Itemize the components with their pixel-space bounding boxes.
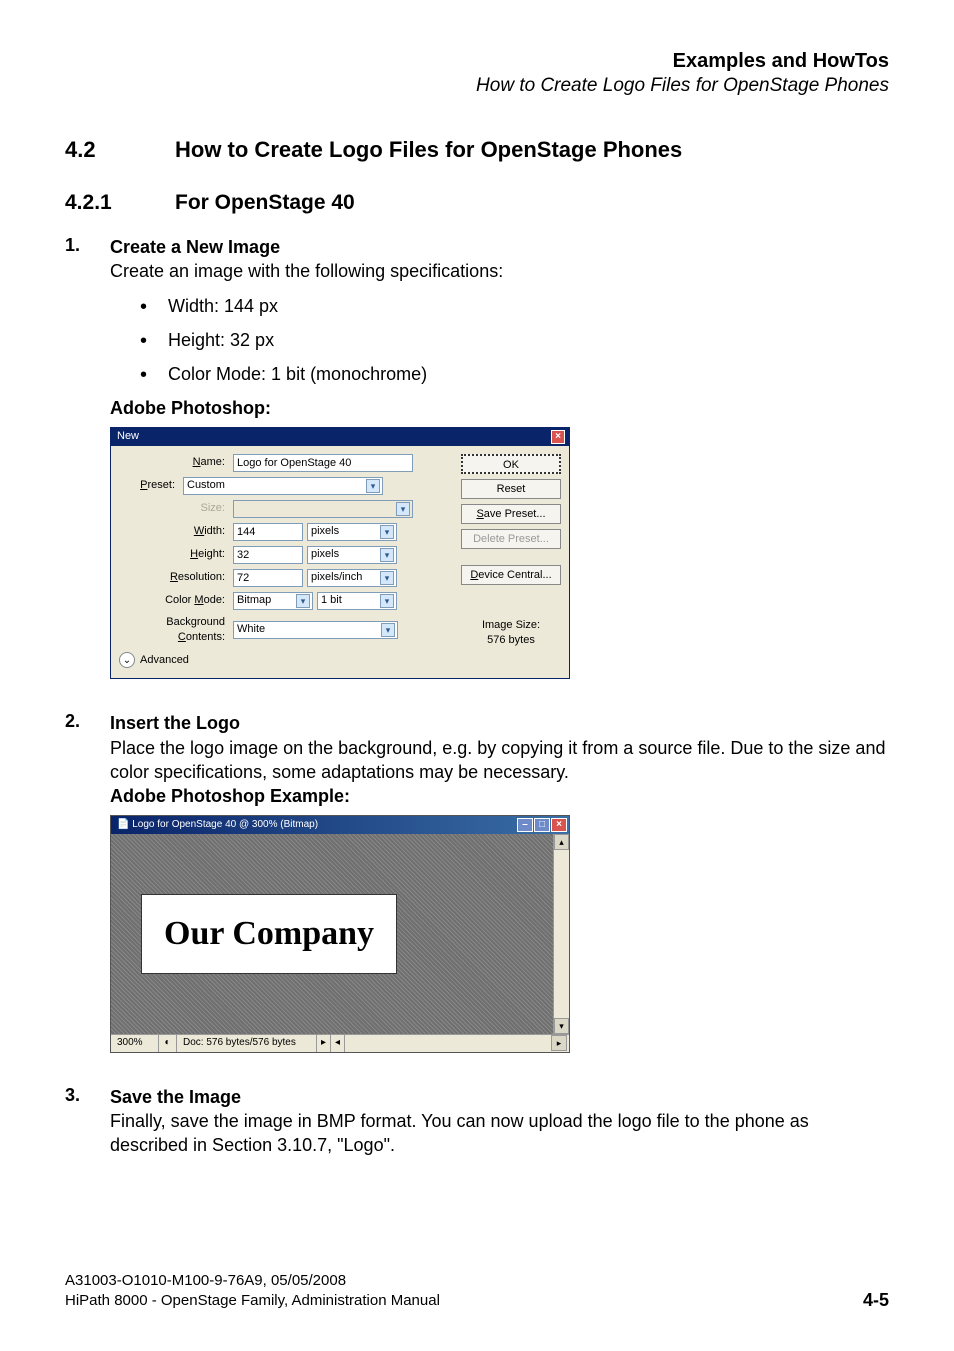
- advanced-label: Advanced: [140, 653, 189, 668]
- spec-list: Width: 144 px Height: 32 px Color Mode: …: [140, 294, 889, 387]
- canvas-area[interactable]: Our Company: [111, 834, 553, 1034]
- save-preset-button[interactable]: Save Preset...: [461, 504, 561, 524]
- spec-item: Height: 32 px: [140, 328, 889, 352]
- delete-preset-button: Delete Preset...: [461, 529, 561, 549]
- step-2: 2. Insert the Logo Place the logo image …: [65, 711, 889, 1066]
- scroll-up-icon[interactable]: ▴: [554, 834, 569, 850]
- chevron-down-icon: ▾: [381, 623, 395, 637]
- preset-select[interactable]: Custom ▾: [183, 477, 383, 495]
- dialog-title: New: [117, 429, 139, 444]
- reset-button[interactable]: Reset: [461, 479, 561, 499]
- height-input[interactable]: [233, 546, 303, 564]
- chevron-expand-icon: ⌄: [119, 652, 135, 668]
- step-title: Create a New Image: [110, 235, 889, 259]
- width-label: Width:: [119, 524, 229, 539]
- subsection-title: For OpenStage 40: [175, 191, 355, 215]
- advanced-toggle[interactable]: ⌄ Advanced: [119, 652, 453, 668]
- width-input[interactable]: [233, 523, 303, 541]
- color-mode-label: Color Mode:: [119, 593, 229, 608]
- name-label: Name:: [119, 455, 229, 470]
- section-number: 4.2: [65, 137, 175, 163]
- section-title: How to Create Logo Files for OpenStage P…: [175, 137, 682, 163]
- page-header: Examples and HowTos How to Create Logo F…: [65, 50, 889, 97]
- scroll-left-icon[interactable]: ◂: [331, 1035, 345, 1052]
- step-text: Place the logo image on the background, …: [110, 736, 889, 785]
- chevron-down-icon: ▾: [366, 479, 380, 493]
- device-central-button[interactable]: Device Central...: [461, 565, 561, 585]
- color-depth-select[interactable]: 1 bit ▾: [317, 592, 397, 610]
- step-title: Save the Image: [110, 1085, 889, 1109]
- canvas-statusbar: 300% ◐ Doc: 576 bytes/576 bytes ▸ ◂ ▸: [111, 1034, 569, 1052]
- step-number: 1.: [65, 235, 110, 693]
- name-input[interactable]: [233, 454, 413, 472]
- subsection-heading: 4.2.1 For OpenStage 40: [65, 191, 889, 215]
- size-label: Size:: [119, 501, 229, 516]
- doc-size: Doc: 576 bytes/576 bytes: [177, 1035, 317, 1052]
- logo-text: Our Company: [164, 911, 374, 957]
- scroll-right-icon[interactable]: ▸: [551, 1035, 567, 1051]
- color-mode-select[interactable]: Bitmap ▾: [233, 592, 313, 610]
- background-label: Background Contents:: [119, 615, 229, 645]
- step-number: 2.: [65, 711, 110, 1066]
- step-title: Insert the Logo: [110, 711, 889, 735]
- menu-arrow-icon[interactable]: ▸: [317, 1035, 331, 1052]
- close-icon[interactable]: ×: [551, 818, 567, 832]
- footer-doctitle: HiPath 8000 - OpenStage Family, Administ…: [65, 1291, 440, 1311]
- dialog-titlebar[interactable]: New ×: [111, 428, 569, 446]
- vertical-scrollbar[interactable]: ▴ ▾: [553, 834, 569, 1034]
- canvas-title: 📄 Logo for OpenStage 40 @ 300% (Bitmap): [117, 818, 318, 832]
- background-select[interactable]: White ▾: [233, 621, 398, 639]
- zoom-level[interactable]: 300%: [111, 1035, 159, 1052]
- resolution-unit-select[interactable]: pixels/inch ▾: [307, 569, 397, 587]
- maximize-icon[interactable]: □: [534, 818, 550, 832]
- step-number: 3.: [65, 1085, 110, 1158]
- spec-item: Width: 144 px: [140, 294, 889, 318]
- chevron-down-icon: ▾: [380, 594, 394, 608]
- chevron-down-icon: ▾: [296, 594, 310, 608]
- close-icon[interactable]: ×: [551, 430, 565, 444]
- section-heading: 4.2 How to Create Logo Files for OpenSta…: [65, 137, 889, 163]
- chevron-down-icon: ▾: [380, 525, 394, 539]
- preset-label: Preset:: [119, 478, 179, 493]
- width-unit-select[interactable]: pixels ▾: [307, 523, 397, 541]
- scroll-down-icon[interactable]: ▾: [554, 1018, 569, 1034]
- header-title: Examples and HowTos: [65, 50, 889, 73]
- app-label: Adobe Photoshop Example:: [110, 784, 889, 808]
- subsection-number: 4.2.1: [65, 191, 175, 215]
- preset-value: Custom: [187, 478, 225, 493]
- step-text: Create an image with the following speci…: [110, 259, 889, 283]
- page-number: 4-5: [863, 1290, 889, 1311]
- resolution-label: Resolution:: [119, 570, 229, 585]
- step-1: 1. Create a New Image Create an image wi…: [65, 235, 889, 693]
- size-select: ▾: [233, 500, 413, 518]
- height-unit-select[interactable]: pixels ▾: [307, 546, 397, 564]
- photoshop-canvas-window: 📄 Logo for OpenStage 40 @ 300% (Bitmap) …: [110, 815, 570, 1053]
- chevron-down-icon: ▾: [396, 502, 410, 516]
- resolution-input[interactable]: [233, 569, 303, 587]
- height-label: Height:: [119, 547, 229, 562]
- info-icon[interactable]: ◐: [159, 1035, 177, 1052]
- spec-item: Color Mode: 1 bit (monochrome): [140, 362, 889, 386]
- canvas-titlebar[interactable]: 📄 Logo for OpenStage 40 @ 300% (Bitmap) …: [111, 816, 569, 834]
- image-size-info: Image Size: 576 bytes: [461, 618, 561, 648]
- horizontal-scrollbar[interactable]: ▸: [345, 1035, 569, 1051]
- minimize-icon[interactable]: –: [517, 818, 533, 832]
- app-label: Adobe Photoshop:: [110, 396, 889, 420]
- chevron-down-icon: ▾: [380, 571, 394, 585]
- header-subtitle: How to Create Logo Files for OpenStage P…: [65, 75, 889, 97]
- canvas-document: Our Company: [141, 894, 397, 974]
- photoshop-new-dialog: New × Name: Preset: Custom ▾: [110, 427, 570, 680]
- footer-docid: A31003-O1010-M100-9-76A9, 05/05/2008: [65, 1271, 440, 1291]
- ok-button[interactable]: OK: [461, 454, 561, 474]
- step-3: 3. Save the Image Finally, save the imag…: [65, 1085, 889, 1158]
- page-footer: A31003-O1010-M100-9-76A9, 05/05/2008 HiP…: [65, 1271, 889, 1312]
- chevron-down-icon: ▾: [380, 548, 394, 562]
- step-text: Finally, save the image in BMP format. Y…: [110, 1109, 889, 1158]
